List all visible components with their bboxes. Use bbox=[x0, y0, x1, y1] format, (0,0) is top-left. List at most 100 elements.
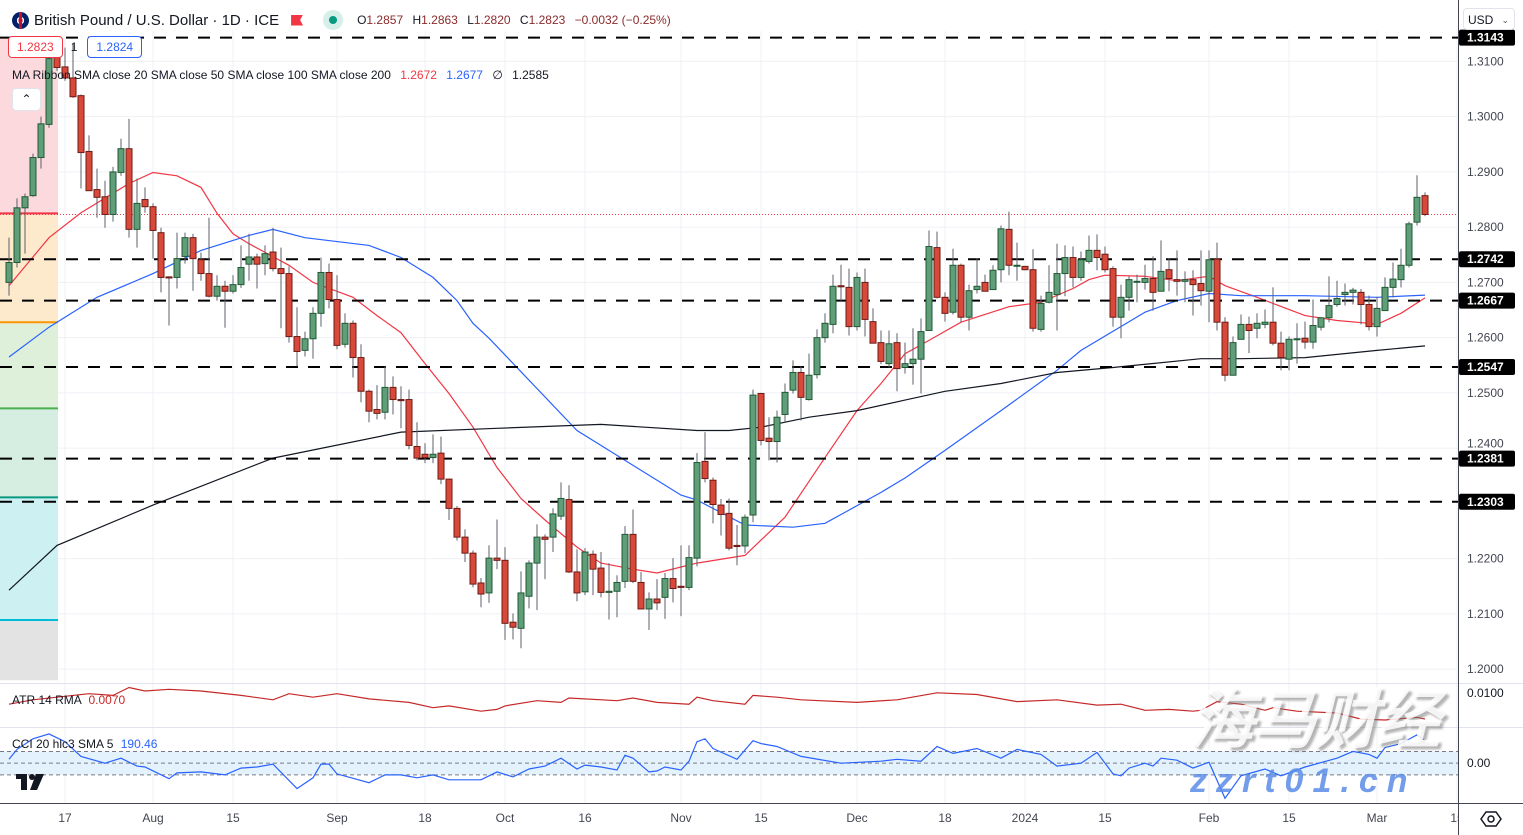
candle bbox=[117, 138, 125, 176]
candle bbox=[1045, 265, 1053, 304]
open-value: 1.2857 bbox=[366, 13, 404, 27]
candle-body-up bbox=[1037, 302, 1045, 330]
price-level-tag-label: 1.2742 bbox=[1467, 252, 1504, 266]
change-value: −0.0032 (−0.25%) bbox=[574, 13, 671, 27]
candle bbox=[61, 47, 69, 81]
candle bbox=[1221, 317, 1229, 382]
price-axis-label: 1.2000 bbox=[1467, 662, 1504, 676]
candle bbox=[965, 284, 973, 331]
close-value: 1.2823 bbox=[528, 13, 566, 27]
candle-body-up bbox=[1373, 307, 1381, 328]
ma-ribbon-legend[interactable]: MA Ribbon SMA close 20 SMA close 50 SMA … bbox=[12, 68, 555, 82]
cci-line bbox=[8, 733, 1426, 800]
candle-body-down bbox=[93, 189, 101, 198]
candle bbox=[493, 519, 501, 570]
low-label: L bbox=[467, 13, 474, 27]
candle bbox=[549, 508, 557, 553]
candle-body-down bbox=[1101, 253, 1109, 271]
candle bbox=[1077, 251, 1085, 281]
candle bbox=[1173, 250, 1181, 296]
candle bbox=[1365, 295, 1373, 331]
ma-line-sma-close-20 bbox=[8, 171, 1426, 574]
atr-value: 0.0070 bbox=[88, 693, 126, 707]
symbol-title[interactable]: British Pound / U.S. Dollar · 1D · ICE bbox=[34, 11, 280, 29]
candle-body-up bbox=[1285, 338, 1293, 360]
candle bbox=[421, 443, 429, 464]
sell-button[interactable]: 1.2823 bbox=[8, 36, 63, 58]
candle-body-up bbox=[517, 592, 525, 629]
candle-body-down bbox=[477, 582, 485, 595]
candle bbox=[1101, 246, 1109, 273]
watermark-text: 海马财经 bbox=[1190, 684, 1440, 756]
ma-ribbon-label: MA Ribbon SMA close 20 SMA close 50 SMA … bbox=[12, 68, 391, 82]
candle bbox=[741, 514, 749, 554]
candles bbox=[5, 39, 1429, 649]
candle bbox=[989, 265, 997, 291]
candle bbox=[5, 237, 13, 296]
candle-body-down bbox=[69, 77, 77, 98]
candle-body-up bbox=[1381, 286, 1389, 312]
candle bbox=[1341, 283, 1349, 306]
candle-body-up bbox=[1253, 322, 1261, 329]
candle-body-down bbox=[757, 392, 765, 441]
candle-body-up bbox=[1117, 296, 1125, 318]
candle bbox=[685, 545, 693, 591]
candle-body-up bbox=[1157, 270, 1165, 292]
candle-body-up bbox=[341, 322, 349, 345]
candle-body-up bbox=[909, 358, 917, 365]
candle-body-up bbox=[1349, 289, 1357, 293]
tradingview-logo[interactable] bbox=[16, 774, 46, 790]
candle bbox=[101, 180, 109, 228]
watermark-url: zzrt01.cn bbox=[1190, 762, 1417, 800]
candle bbox=[1277, 331, 1285, 371]
candle-body-up bbox=[381, 386, 389, 413]
collapse-legend-button[interactable]: ⌃ bbox=[12, 88, 41, 111]
candle bbox=[805, 353, 813, 401]
candle bbox=[1253, 313, 1261, 339]
candle bbox=[845, 268, 853, 336]
candle-body-up bbox=[533, 536, 541, 564]
candle bbox=[1053, 243, 1061, 331]
candle-body-up bbox=[1061, 257, 1069, 275]
candle bbox=[701, 432, 709, 483]
candle-body-down bbox=[861, 281, 869, 320]
candle bbox=[997, 225, 1005, 283]
chart-settings-icon[interactable] bbox=[1480, 808, 1502, 830]
buy-button[interactable]: 1.2824 bbox=[87, 36, 143, 58]
price-level-tag-label: 1.2303 bbox=[1467, 495, 1504, 509]
candle bbox=[693, 453, 701, 567]
symbol-legend: British Pound / U.S. Dollar · 1D · ICE O… bbox=[12, 10, 677, 30]
currency-select[interactable]: USD ⌄ bbox=[1463, 8, 1515, 30]
candle bbox=[301, 331, 309, 357]
cci-legend[interactable]: CCI 20 hlc3 SMA 5 190.46 bbox=[12, 737, 157, 751]
atr-legend[interactable]: ATR 14 RMA 0.0070 bbox=[12, 693, 125, 707]
candle-body-down bbox=[1005, 228, 1013, 266]
candle bbox=[293, 307, 301, 367]
candle-body-up bbox=[989, 269, 997, 291]
candle-body-up bbox=[997, 228, 1005, 271]
candle bbox=[477, 578, 485, 608]
time-axis-label: 16 bbox=[578, 811, 592, 825]
candle bbox=[181, 232, 189, 264]
candle-body-up bbox=[5, 262, 13, 283]
candle-body-up bbox=[1181, 279, 1189, 282]
candle-body-down bbox=[957, 264, 965, 318]
price-level-tag bbox=[1459, 450, 1515, 467]
candle bbox=[1413, 175, 1421, 226]
candle bbox=[957, 263, 965, 323]
candle-body-up bbox=[685, 557, 693, 588]
candle bbox=[813, 329, 821, 379]
candle-body-down bbox=[1109, 268, 1117, 318]
candle-body-down bbox=[373, 408, 381, 414]
chevron-up-icon: ⌃ bbox=[21, 92, 32, 106]
flag-marker-icon[interactable] bbox=[291, 14, 304, 26]
candle-body-down bbox=[461, 536, 469, 554]
candle-body-down bbox=[837, 285, 845, 288]
candle-body-down bbox=[1149, 278, 1157, 293]
candle bbox=[589, 550, 597, 596]
candle bbox=[653, 579, 661, 611]
candle bbox=[373, 385, 381, 420]
atr-label: ATR 14 RMA bbox=[12, 693, 82, 707]
candle bbox=[781, 383, 789, 423]
